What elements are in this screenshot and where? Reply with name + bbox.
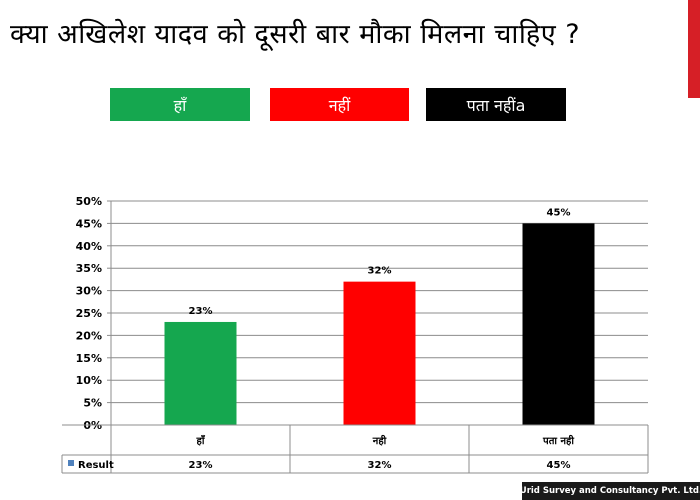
data-label: 32% (368, 266, 392, 277)
y-tick-label: 5% (83, 397, 102, 410)
legend-key (68, 460, 74, 466)
table-value: 23% (189, 460, 213, 471)
y-tick-label: 15% (76, 352, 102, 365)
bar (522, 223, 595, 425)
category-label: हाँ (196, 434, 206, 447)
y-tick-label: 25% (76, 307, 102, 320)
y-tick-label: 35% (76, 262, 102, 275)
category-label: पता नही (542, 434, 574, 447)
data-label: 23% (189, 306, 213, 317)
accent-strip (688, 0, 700, 98)
legend-yes: हाँ (110, 88, 250, 121)
table-value: 45% (547, 460, 571, 471)
y-tick-label: 20% (76, 329, 102, 342)
data-label: 45% (547, 207, 571, 218)
y-tick-label: 50% (76, 195, 102, 208)
y-tick-label: 10% (76, 374, 102, 387)
page-title: क्या अखिलेश यादव को दूसरी बार मौका मिलना… (10, 19, 581, 50)
table-row-label: Result (78, 460, 114, 471)
footer-credit: Urid Survey and Consultancy Pvt. Ltd. (520, 482, 700, 500)
bar (164, 321, 237, 425)
category-label: नही (372, 434, 387, 447)
bar (343, 281, 416, 425)
legend-no: नहीं (270, 88, 409, 121)
legend-dont-know: पता नहींa (426, 88, 566, 121)
y-tick-label: 30% (76, 285, 102, 298)
table-value: 32% (368, 460, 392, 471)
y-tick-label: 45% (76, 217, 102, 230)
y-tick-label: 40% (76, 240, 102, 253)
